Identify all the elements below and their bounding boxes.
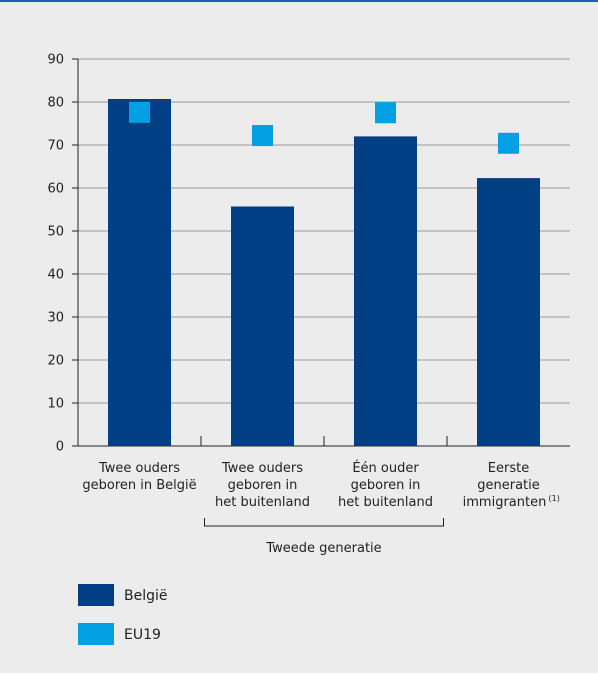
x-category-label: Eerste xyxy=(488,461,529,476)
y-tick-label: 80 xyxy=(47,96,64,111)
group-bracket xyxy=(204,518,444,527)
y-tick-label: 30 xyxy=(47,311,64,326)
legend-swatch xyxy=(78,584,114,606)
x-category-label: geboren in xyxy=(351,478,421,493)
footnote-marker: (1) xyxy=(549,494,560,503)
bar-belgie xyxy=(354,136,417,446)
y-tick-label: 20 xyxy=(47,354,64,369)
y-tick-label: 60 xyxy=(47,182,64,197)
legend-label: België xyxy=(124,588,168,604)
y-tick-label: 90 xyxy=(47,53,64,68)
bar-belgie xyxy=(231,206,294,446)
y-tick-label: 10 xyxy=(47,397,64,412)
marker-eu19 xyxy=(375,102,396,124)
bar-belgie xyxy=(108,98,171,447)
y-tick-label: 50 xyxy=(47,225,64,240)
x-category-label: Twee ouders xyxy=(221,461,303,476)
legend-swatch xyxy=(78,623,114,645)
marker-eu19 xyxy=(129,101,150,123)
marker-eu19 xyxy=(498,132,519,154)
x-category-label: geboren in xyxy=(228,478,298,493)
x-category-label: generatie xyxy=(477,478,540,493)
x-category-label: Twee ouders xyxy=(98,461,180,476)
y-tick-label: 0 xyxy=(56,440,64,455)
y-tick-label: 70 xyxy=(47,139,64,154)
bar-belgie xyxy=(477,178,540,447)
x-category-label: immigranten xyxy=(463,495,547,510)
x-category-label: het buitenland xyxy=(215,495,310,510)
x-category-label: het buitenland xyxy=(338,495,433,510)
marker-eu19 xyxy=(252,125,273,147)
y-tick-label: 40 xyxy=(47,268,64,283)
x-category-label: Één ouder xyxy=(352,460,419,476)
group-label: Tweede generatie xyxy=(265,541,381,556)
legend-label: EU19 xyxy=(124,627,161,643)
x-category-label: geboren in België xyxy=(82,478,196,493)
